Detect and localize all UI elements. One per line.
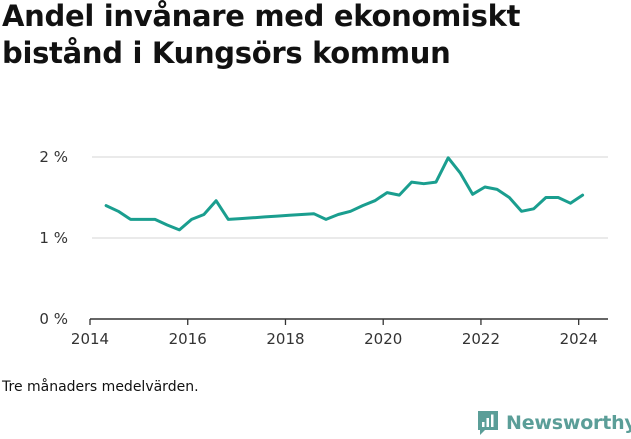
x-tick-label: 2024	[560, 330, 598, 348]
y-tick-label: 0 %	[39, 310, 68, 328]
gridlines	[92, 156, 608, 239]
line-chart: 0 % 1 % 2 % 2014 2016 2018 2020 2022 2024	[39, 148, 608, 348]
x-axis: 2014 2016 2018 2020 2022 2024	[71, 318, 608, 348]
x-tick-label: 2018	[266, 330, 304, 348]
series-lines	[104, 156, 585, 232]
brand-logo: Newsworthy	[476, 408, 631, 438]
y-tick-label: 1 %	[39, 229, 68, 247]
x-tick-label: 2022	[462, 330, 500, 348]
y-axis-ticks: 0 % 1 % 2 %	[39, 148, 68, 328]
x-tick-label: 2014	[71, 330, 109, 348]
footnote: Tre månaders medelvärden.	[2, 379, 199, 395]
x-tick-label: 2020	[364, 330, 402, 348]
brand-name: Newsworthy	[506, 412, 631, 434]
series-line	[104, 156, 585, 232]
chart-title: Andel invånare med ekonomiskt bistånd i …	[2, 0, 521, 70]
y-tick-label: 2 %	[39, 148, 68, 166]
x-tick-label: 2016	[169, 330, 207, 348]
bar-chart-speech-bubble-icon	[478, 411, 498, 435]
